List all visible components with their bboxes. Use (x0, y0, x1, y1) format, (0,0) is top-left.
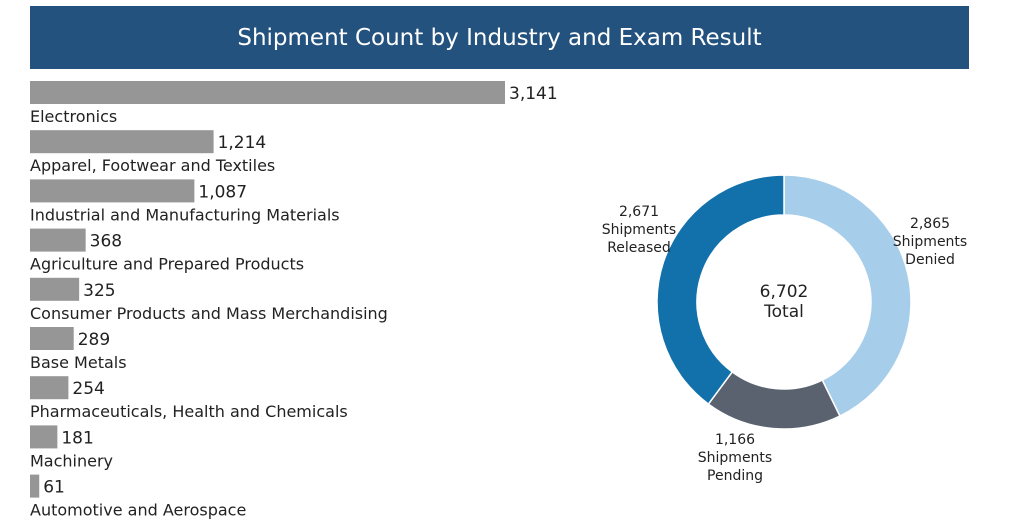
bar-9 (30, 474, 40, 498)
bar-value-label: 254 (72, 379, 104, 399)
donut-chart: 2,865 Shipments Denied 1,166 Shipments Pendin… (602, 174, 967, 484)
bar-value-label: 1,087 (198, 182, 247, 202)
donut-center-value: 6,702 (760, 282, 809, 302)
donut-slice-label: 2,865 Shipments Denied (893, 216, 967, 268)
donut-slice-1 (783, 174, 912, 418)
bar-category-label: Apparel, Footwear and Textiles (30, 156, 275, 175)
bar-value-label: 181 (61, 428, 93, 448)
bar-5 (30, 277, 80, 301)
bar-7 (30, 376, 69, 400)
bar-1 (30, 81, 505, 104)
bar-6 (30, 327, 74, 350)
bar-category-label: Automotive and Aerospace (30, 501, 246, 520)
bar-value-label: 3,141 (509, 84, 558, 104)
bar-8 (30, 425, 58, 449)
bar-category-label: Electronics (30, 107, 117, 126)
donut-slice-label: 2,671 Shipments Released (602, 204, 676, 256)
donut-slice-label: 1,166 Shipments Pending (698, 432, 772, 484)
donut-center-label: Total (763, 302, 804, 322)
bar-3 (30, 179, 195, 203)
bar-chart: 3,141 Electronics 1,214 Apparel, Footwear a… (30, 81, 558, 520)
bar-category-label: Base Metals (30, 353, 127, 372)
bar-4 (30, 228, 86, 252)
bar-category-label: Machinery (30, 451, 113, 470)
bar-value-label: 289 (78, 330, 110, 350)
bar-category-label: Industrial and Manufacturing Materials (30, 205, 340, 224)
bar-2 (30, 130, 214, 154)
bar-value-label: 61 (43, 478, 65, 498)
chart-title-bar: Shipment Count by Industry and Exam Resu… (30, 6, 969, 69)
bar-value-label: 325 (83, 281, 115, 301)
bar-category-label: Agriculture and Prepared Products (30, 255, 304, 274)
donut-slice-2 (707, 370, 841, 430)
donut-slice-3 (656, 174, 785, 406)
bar-value-label: 368 (90, 232, 122, 252)
bar-category-label: Pharmaceuticals, Health and Chemicals (30, 402, 348, 421)
bar-value-label: 1,214 (218, 133, 267, 153)
bar-category-label: Consumer Products and Mass Merchandising (30, 304, 388, 323)
chart-title: Shipment Count by Industry and Exam Resu… (237, 24, 762, 51)
